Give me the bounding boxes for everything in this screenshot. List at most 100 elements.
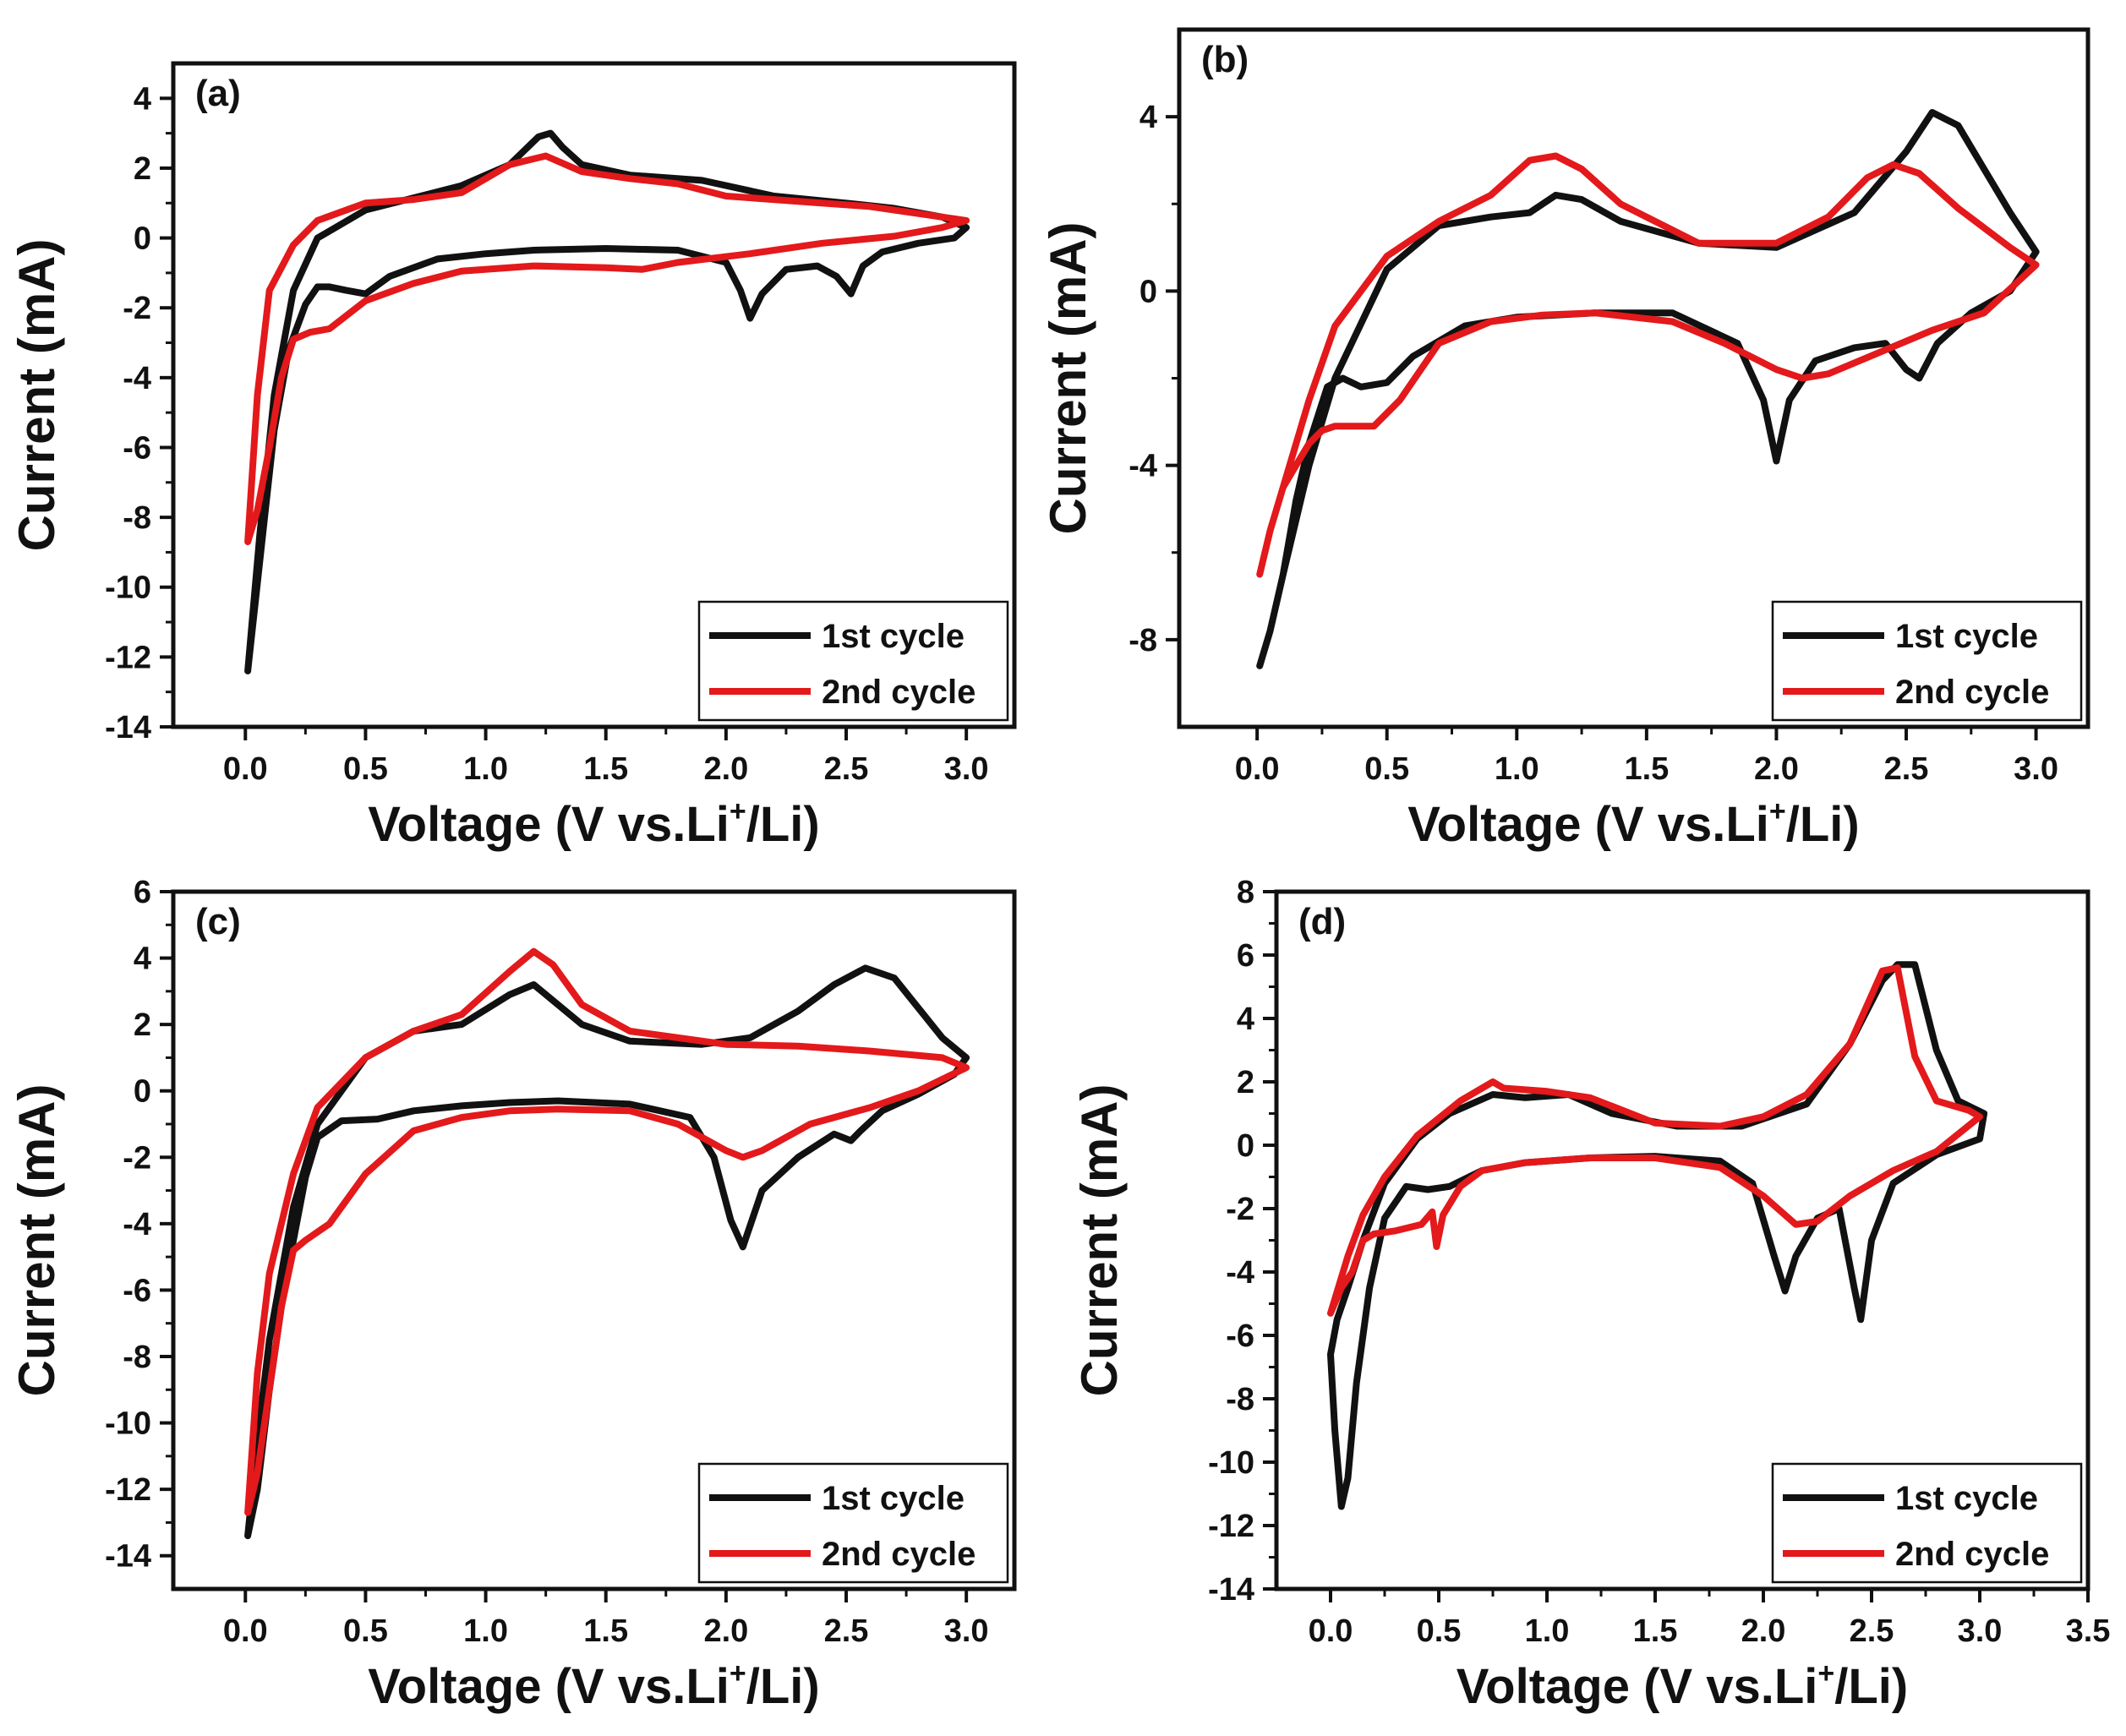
legend-box xyxy=(1771,1462,2083,1584)
x-tick-label: 1.5 xyxy=(583,751,628,787)
x-tick-label: 2.0 xyxy=(703,751,748,787)
legend-box xyxy=(697,1462,1009,1584)
x-tick-label: 1.5 xyxy=(1633,1613,1678,1649)
panel-b: 0.0 0.5 1.0 1.5 2.0 2.5 3.0 -8 -4 0 4 (b) 1st cycle 2… xyxy=(1040,27,2090,852)
y-tick-label: 4 xyxy=(1140,100,1157,135)
x-tick-label: 3.0 xyxy=(944,1613,989,1649)
x-tick-label: 0.5 xyxy=(343,751,388,787)
x-axis-title: Voltage (V vs.Li+/Li) xyxy=(368,1657,819,1714)
y-axis-title: Current (mA) xyxy=(8,1084,65,1397)
y-tick-label: 8 xyxy=(1237,875,1254,910)
x-tick-label: 3.0 xyxy=(1958,1613,2003,1649)
y-tick-label: 6 xyxy=(134,875,151,910)
y-tick-label: -12 xyxy=(105,1472,151,1508)
x-tick-label: 0.5 xyxy=(343,1613,388,1649)
series-line-1st-cycle xyxy=(1327,961,1988,1510)
x-tick-label: 2.5 xyxy=(824,751,869,787)
y-tick-label: -2 xyxy=(1226,1192,1254,1227)
x-tick-label: 0.0 xyxy=(1309,1613,1353,1649)
x-tick-label: 3.0 xyxy=(944,751,989,787)
y-tick-label: 0 xyxy=(134,1074,151,1110)
x-tick-label: 2.5 xyxy=(824,1613,869,1649)
y-tick-label: 2 xyxy=(1237,1065,1254,1100)
x-axis-title-sup: + xyxy=(730,1657,746,1690)
y-tick-label: 2 xyxy=(134,151,151,187)
y-tick-label: 0 xyxy=(134,221,151,257)
series-group xyxy=(1327,961,1988,1510)
legend-label: 1st cycle xyxy=(822,618,965,655)
y-tick-label: 4 xyxy=(134,81,151,117)
x-axis-title: Voltage (V vs.Li+/Li) xyxy=(1407,795,1859,852)
panel-label: (b) xyxy=(1201,39,1249,80)
x-axis-title-main: Voltage (V vs.Li xyxy=(368,797,730,852)
x-tick-label: 2.0 xyxy=(1754,751,1799,787)
y-tick-label: -8 xyxy=(1226,1382,1254,1417)
panel-label: (c) xyxy=(195,901,241,942)
x-axis-title-main: Voltage (V vs.Li xyxy=(1457,1659,1818,1714)
x-tick-label: 1.0 xyxy=(1495,751,1539,787)
y-tick-label: 4 xyxy=(1237,1002,1254,1037)
y-tick-label: 0 xyxy=(1140,274,1157,309)
y-axis-title: Current (mA) xyxy=(8,239,65,552)
x-axis-title-end: /Li) xyxy=(1786,797,1860,852)
y-tick-label: -8 xyxy=(123,500,151,536)
plot-frame xyxy=(171,889,1017,1591)
y-tick-label: 4 xyxy=(134,942,151,977)
y-axis-title: Current (mA) xyxy=(1071,1084,1128,1397)
x-tick-label: 2.5 xyxy=(1850,1613,1894,1649)
y-tick-label: -2 xyxy=(123,1140,151,1176)
panel-label: (d) xyxy=(1298,901,1346,942)
series-line-1st-cycle xyxy=(1256,109,2040,669)
panel-label: (a) xyxy=(195,73,241,114)
x-axis-title-end: /Li) xyxy=(746,1659,820,1714)
x-tick-label: 1.0 xyxy=(463,751,508,787)
y-tick-label: -4 xyxy=(123,361,151,396)
x-tick-label: 0.5 xyxy=(1364,751,1409,787)
y-tick-label: -4 xyxy=(123,1207,151,1242)
x-axis-title-end: /Li) xyxy=(1834,1659,1908,1714)
series-group xyxy=(244,947,970,1540)
y-tick-label: -12 xyxy=(1208,1509,1254,1544)
x-tick-label: 1.0 xyxy=(463,1613,508,1649)
y-tick-label: -2 xyxy=(123,291,151,326)
y-axis-title: Current (mA) xyxy=(1040,222,1096,535)
legend: 1st cycle 2nd cycle xyxy=(1771,1462,2083,1584)
legend-box xyxy=(697,600,1009,722)
legend-box xyxy=(1771,600,2083,722)
legend-label: 1st cycle xyxy=(1895,618,2038,655)
legend-label: 2nd cycle xyxy=(1895,674,2049,711)
x-tick-label: 2.5 xyxy=(1884,751,1929,787)
x-axis-title-sup: + xyxy=(1817,1657,1834,1690)
x-axis-title: Voltage (V vs.Li+/Li) xyxy=(1457,1657,1908,1714)
legend-label: 2nd cycle xyxy=(822,674,976,711)
y-tick-label: -6 xyxy=(1226,1318,1254,1354)
x-axis-title-end: /Li) xyxy=(746,797,820,852)
x-tick-label: 2.0 xyxy=(703,1613,748,1649)
y-tick-label: -10 xyxy=(105,1406,151,1442)
y-tick-label: -8 xyxy=(123,1340,151,1375)
y-tick-label: -4 xyxy=(1129,449,1157,484)
x-axis-title-main: Voltage (V vs.Li xyxy=(1407,797,1769,852)
x-axis-title: Voltage (V vs.Li+/Li) xyxy=(368,795,819,852)
panel-c: 0.0 0.5 1.0 1.5 2.0 2.5 3.0 -14 -12 -10 -8 -6 -4 -2 0 2… xyxy=(8,875,1017,1714)
y-tick-label: 6 xyxy=(1237,938,1254,974)
x-tick-label: 1.5 xyxy=(1624,751,1669,787)
series-group xyxy=(244,129,970,674)
series-line-2nd-cycle xyxy=(244,152,970,545)
y-tick-label: 2 xyxy=(134,1007,151,1043)
x-tick-label: 0.0 xyxy=(223,751,268,787)
x-tick-label: 0.5 xyxy=(1417,1613,1462,1649)
x-tick-label: 1.0 xyxy=(1525,1613,1570,1649)
x-axis-title-main: Voltage (V vs.Li xyxy=(368,1659,730,1714)
series-line-1st-cycle xyxy=(244,964,970,1540)
plot-frame xyxy=(171,61,1017,729)
series-line-2nd-cycle xyxy=(1327,964,1983,1317)
y-tick-label: -6 xyxy=(123,430,151,466)
y-tick-label: -6 xyxy=(123,1273,151,1308)
series-line-2nd-cycle xyxy=(244,947,970,1516)
y-tick-label: -10 xyxy=(1208,1445,1254,1481)
x-axis-title-sup: + xyxy=(1769,795,1786,827)
x-tick-label: 0.0 xyxy=(1235,751,1280,787)
x-tick-label: 3.0 xyxy=(2014,751,2058,787)
